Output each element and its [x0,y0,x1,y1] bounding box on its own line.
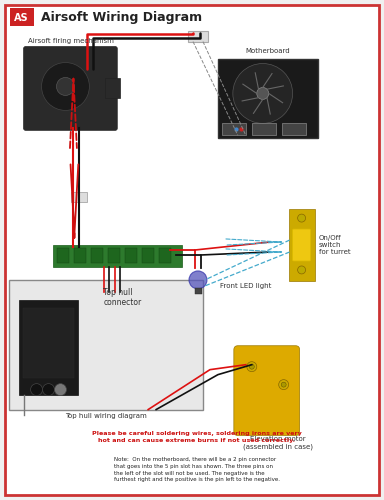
Circle shape [247,362,257,372]
Circle shape [281,382,286,387]
Text: Top hull wiring diagram: Top hull wiring diagram [65,412,147,418]
FancyBboxPatch shape [222,124,246,136]
FancyBboxPatch shape [293,229,311,261]
Text: Airsoft Wiring Diagram: Airsoft Wiring Diagram [41,11,202,24]
Text: On/Off
switch
for turret: On/Off switch for turret [319,235,350,255]
FancyBboxPatch shape [23,308,74,378]
FancyBboxPatch shape [159,248,171,263]
FancyBboxPatch shape [188,30,208,42]
FancyBboxPatch shape [289,209,314,281]
FancyBboxPatch shape [53,245,182,267]
Text: AS: AS [14,12,29,22]
FancyBboxPatch shape [23,46,117,130]
FancyBboxPatch shape [252,124,276,136]
Circle shape [298,214,306,222]
FancyBboxPatch shape [218,58,318,138]
FancyBboxPatch shape [71,192,88,202]
Circle shape [56,78,74,96]
FancyBboxPatch shape [125,248,137,263]
Circle shape [249,364,254,369]
FancyBboxPatch shape [282,124,306,136]
Circle shape [233,64,293,124]
Circle shape [55,384,66,396]
Circle shape [189,271,207,289]
FancyBboxPatch shape [108,248,120,263]
FancyBboxPatch shape [5,4,379,496]
FancyBboxPatch shape [9,280,203,409]
FancyBboxPatch shape [105,78,120,98]
Circle shape [43,384,55,396]
Circle shape [279,380,289,390]
Circle shape [257,88,269,100]
FancyBboxPatch shape [19,300,78,394]
Circle shape [31,384,43,396]
FancyBboxPatch shape [91,248,103,263]
Text: Note:  On the motherboard, there will be a 2 pin connector
that goes into the 5 : Note: On the motherboard, there will be … [114,458,280,482]
Text: Airsoft firing mechanism: Airsoft firing mechanism [28,38,113,44]
Text: Please be careful soldering wires, soldering irons are very
hot and can cause ex: Please be careful soldering wires, solde… [92,432,302,443]
FancyBboxPatch shape [142,248,154,263]
FancyBboxPatch shape [234,346,300,436]
FancyBboxPatch shape [10,8,33,26]
Circle shape [298,266,306,274]
Text: Elevation motor
(assembled in case): Elevation motor (assembled in case) [243,436,313,450]
FancyBboxPatch shape [195,288,202,294]
Text: Motherboard: Motherboard [245,48,290,54]
Text: Top hull
connector: Top hull connector [103,288,142,308]
FancyBboxPatch shape [58,248,70,263]
Circle shape [41,62,89,110]
FancyBboxPatch shape [74,248,86,263]
Text: Front LED light: Front LED light [220,283,271,289]
